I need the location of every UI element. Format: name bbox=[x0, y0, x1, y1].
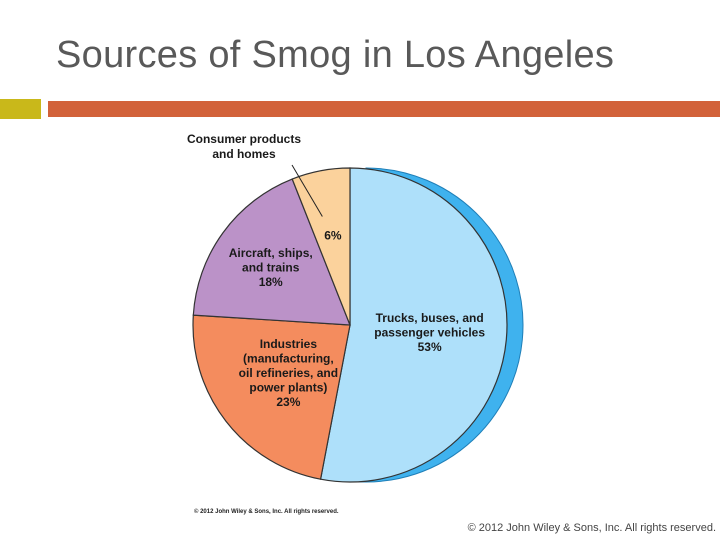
slide-title: Sources of Smog in Los Angeles bbox=[56, 34, 615, 76]
slice-label: 6% bbox=[324, 228, 342, 242]
pie-slice-transport bbox=[192, 178, 351, 326]
slice-label: and trains bbox=[242, 260, 300, 274]
slide-footer: © 2012 John Wiley & Sons, Inc. All right… bbox=[467, 522, 716, 534]
slice-label: oil refineries, and bbox=[239, 366, 338, 380]
slice-label: 53% bbox=[418, 340, 442, 354]
callout-leader-line bbox=[291, 164, 323, 217]
pie-slice-industries bbox=[192, 314, 351, 480]
figure-credit: © 2012 John Wiley & Sons, Inc. All right… bbox=[194, 509, 339, 515]
slice-label: Industries bbox=[260, 337, 318, 351]
slice-label: (manufacturing, bbox=[243, 351, 334, 365]
callout-label: and homes bbox=[212, 147, 276, 161]
pie-slice-vehicles bbox=[319, 167, 508, 483]
title-accent-square bbox=[0, 99, 41, 119]
callout-label: Consumer products bbox=[187, 132, 301, 146]
slice-label: Trucks, buses, and bbox=[376, 311, 484, 325]
slice-label: 18% bbox=[259, 275, 283, 289]
title-accent-bar bbox=[48, 101, 720, 117]
slice-label: power plants) bbox=[249, 380, 327, 394]
slice-label: passenger vehicles bbox=[374, 326, 485, 340]
slice-label: 23% bbox=[276, 395, 300, 409]
pie-slice-consumer bbox=[291, 167, 351, 326]
slice-label: Aircraft, ships, bbox=[229, 246, 313, 260]
